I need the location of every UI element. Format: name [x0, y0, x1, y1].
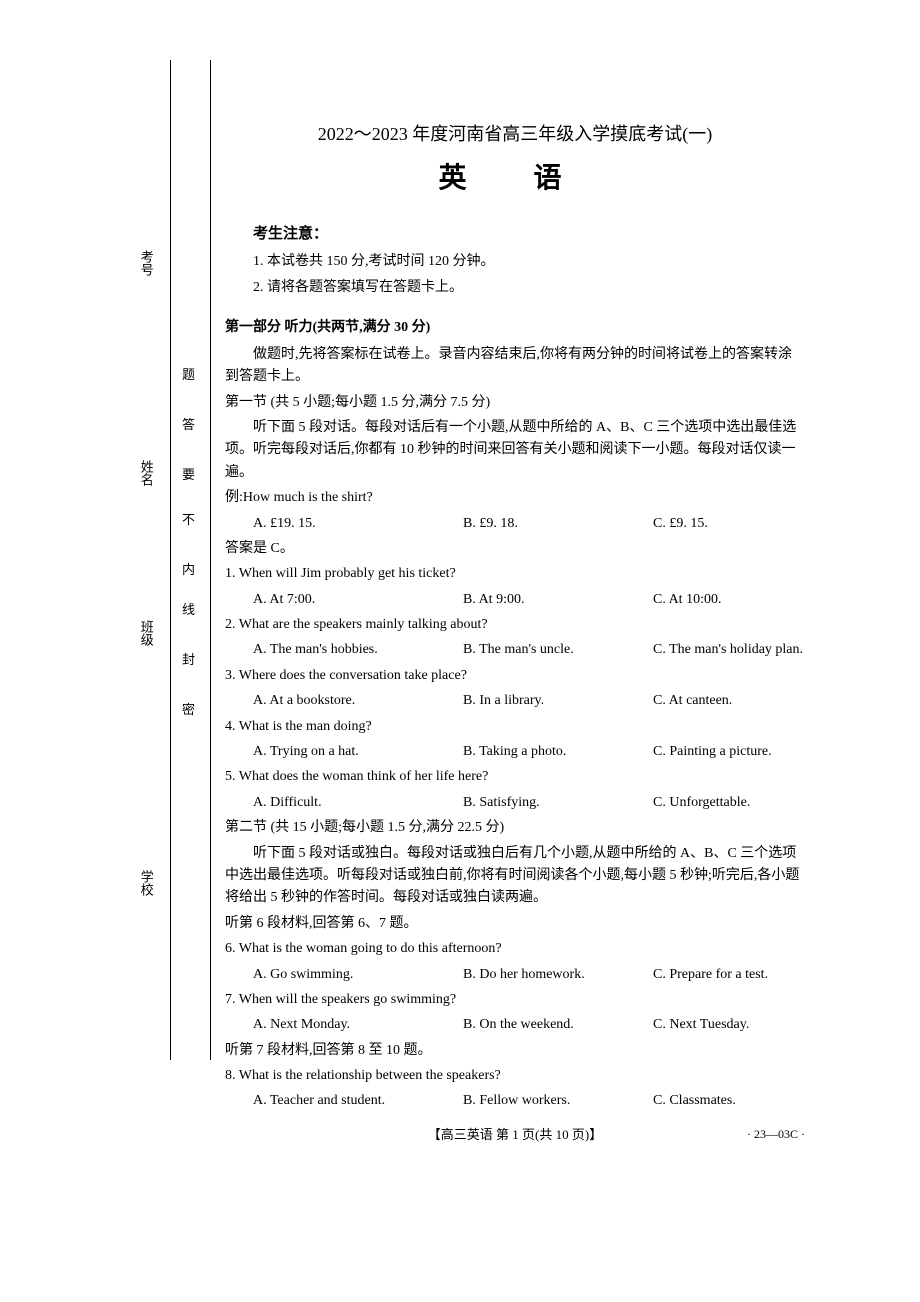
binding-line-1 [170, 60, 171, 1060]
binding-line-2 [210, 60, 211, 1060]
option-a: A. Trying on a hat. [253, 741, 463, 763]
question-options: A. Trying on a hat.B. Taking a photo.C. … [225, 741, 805, 763]
option-c: C. Unforgettable. [653, 792, 805, 814]
seal-char: 密 [182, 700, 195, 721]
option-b: B. At 9:00. [463, 589, 653, 611]
seal-char: 答 [182, 415, 195, 436]
notice-item: 2. 请将各题答案填写在答题卡上。 [225, 277, 805, 299]
page-footer: 【高三英语 第 1 页(共 10 页)】 · 23—03C · [225, 1125, 805, 1146]
seal-char: 不 [182, 510, 195, 531]
part1-intro: 做题时,先将答案标在试卷上。录音内容结束后,你将有两分钟的时间将试卷上的答案转涂… [225, 344, 805, 389]
question-text: 6. What is the woman going to do this af… [225, 938, 805, 960]
seal-char: 封 [182, 650, 195, 671]
exam-title: 2022～2023 年度河南省高三年级入学摸底考试(一) [225, 120, 805, 149]
part1-header: 第一部分 听力(共两节,满分 30 分) [225, 317, 805, 339]
exam-code: · 23—03C · [747, 1125, 805, 1144]
example-options: A. £19. 15. B. £9. 18. C. £9. 15. [225, 513, 805, 535]
option-b: B. Taking a photo. [463, 741, 653, 763]
binding-label: 姓名 [135, 460, 156, 486]
option-b: B. On the weekend. [463, 1014, 653, 1036]
question-text: 8. What is the relationship between the … [225, 1065, 805, 1087]
option-b: B. Fellow workers. [463, 1090, 653, 1112]
binding-margin: 考号姓名班级学校 题答要不内线封密 [120, 60, 220, 1060]
question-options: A. At a bookstore.B. In a library.C. At … [225, 690, 805, 712]
question-options: A. Next Monday.B. On the weekend.C. Next… [225, 1014, 805, 1036]
question-options: A. Difficult.B. Satisfying.C. Unforgetta… [225, 792, 805, 814]
example-answer: 答案是 C。 [225, 538, 805, 560]
option-c: C. Next Tuesday. [653, 1014, 805, 1036]
binding-label: 学校 [135, 870, 156, 896]
option-a: A. At 7:00. [253, 589, 463, 611]
material6-header: 听第 6 段材料,回答第 6、7 题。 [225, 913, 805, 935]
content-area: 2022～2023 年度河南省高三年级入学摸底考试(一) 英 语 考生注意： 1… [225, 120, 805, 1146]
seal-char: 内 [182, 560, 195, 581]
seal-char: 要 [182, 465, 195, 486]
question-options: A. Teacher and student.B. Fellow workers… [225, 1090, 805, 1112]
option-c: C. Prepare for a test. [653, 964, 805, 986]
option-c: C. At 10:00. [653, 589, 805, 611]
option-a: A. Difficult. [253, 792, 463, 814]
option-a: A. At a bookstore. [253, 690, 463, 712]
question-text: 3. Where does the conversation take plac… [225, 665, 805, 687]
option-c: C. £9. 15. [653, 513, 805, 535]
page-number: 【高三英语 第 1 页(共 10 页)】 [428, 1127, 602, 1142]
question-text: 4. What is the man doing? [225, 716, 805, 738]
question-options: A. Go swimming.B. Do her homework.C. Pre… [225, 964, 805, 986]
option-a: A. Teacher and student. [253, 1090, 463, 1112]
question-text: 2. What are the speakers mainly talking … [225, 614, 805, 636]
question-text: 7. When will the speakers go swimming? [225, 989, 805, 1011]
binding-label: 考号 [135, 250, 156, 276]
option-a: A. Go swimming. [253, 964, 463, 986]
option-b: B. Satisfying. [463, 792, 653, 814]
section1-intro: 听下面 5 段对话。每段对话后有一个小题,从题中所给的 A、B、C 三个选项中选… [225, 417, 805, 484]
question-text: 5. What does the woman think of her life… [225, 766, 805, 788]
binding-label: 班级 [135, 620, 156, 646]
subject-title: 英 语 [225, 157, 805, 202]
seal-char: 题 [182, 365, 195, 386]
option-b: B. Do her homework. [463, 964, 653, 986]
section2-header: 第二节 (共 15 小题;每小题 1.5 分,满分 22.5 分) [225, 817, 805, 839]
section1-header: 第一节 (共 5 小题;每小题 1.5 分,满分 7.5 分) [225, 392, 805, 414]
option-a: A. Next Monday. [253, 1014, 463, 1036]
option-b: B. £9. 18. [463, 513, 653, 535]
seal-char: 线 [182, 600, 195, 621]
option-b: B. In a library. [463, 690, 653, 712]
option-b: B. The man's uncle. [463, 639, 653, 661]
option-a: A. £19. 15. [253, 513, 463, 535]
material7-header: 听第 7 段材料,回答第 8 至 10 题。 [225, 1040, 805, 1062]
option-a: A. The man's hobbies. [253, 639, 463, 661]
notice-item: 1. 本试卷共 150 分,考试时间 120 分钟。 [225, 251, 805, 273]
question-options: A. The man's hobbies.B. The man's uncle.… [225, 639, 805, 661]
option-c: C. Painting a picture. [653, 741, 805, 763]
option-c: C. At canteen. [653, 690, 805, 712]
question-text: 1. When will Jim probably get his ticket… [225, 563, 805, 585]
question-options: A. At 7:00.B. At 9:00.C. At 10:00. [225, 589, 805, 611]
option-c: C. The man's holiday plan. [653, 639, 805, 661]
section2-intro: 听下面 5 段对话或独白。每段对话或独白后有几个小题,从题中所给的 A、B、C … [225, 843, 805, 910]
example-question: 例:How much is the shirt? [225, 487, 805, 509]
notice-header: 考生注意： [225, 222, 805, 246]
option-c: C. Classmates. [653, 1090, 805, 1112]
